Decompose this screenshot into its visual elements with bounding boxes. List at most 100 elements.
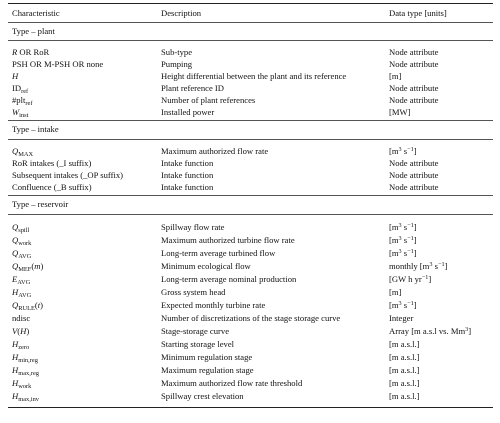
section-reservoir: Type – reservoir (12, 199, 69, 209)
type-cell: [GW h yr−1] (389, 274, 432, 284)
header-characteristic: Characteristic (12, 8, 60, 18)
table-row: QRULE(t) Expected monthly turbine rate [… (0, 299, 500, 312)
type-cell: [m3 s−1] (389, 146, 417, 156)
table-row: Hmax,inv Spillway crest elevation [m a.s… (0, 390, 500, 403)
table-row: RoR intakes (_I suffix) Intake function … (0, 157, 500, 169)
section-intake: Type – intake (12, 124, 59, 134)
type-cell: [m] (389, 71, 402, 81)
table-top-rule (8, 3, 493, 4)
desc-cell: Spillway crest elevation (161, 391, 244, 401)
table-row: Hmin,reg Minimum regulation stage [m a.s… (0, 351, 500, 364)
table-row: QMEF(m) Minimum ecological flow monthly … (0, 260, 500, 273)
desc-cell: Maximum authorized flow rate threshold (161, 378, 303, 388)
section-intake-rule (8, 139, 493, 140)
table-row: QMAX Maximum authorized flow rate [m3 s−… (0, 145, 500, 158)
desc-cell: Maximum authorized turbine flow rate (161, 235, 295, 245)
type-cell: Array [m a.s.l vs. Mm3] (389, 326, 472, 336)
plant-end-rule (8, 120, 493, 121)
desc-cell: Maximum authorized flow rate (161, 146, 269, 156)
type-cell: [m a.s.l.] (389, 378, 420, 388)
desc-cell: Number of plant references (161, 95, 256, 105)
header-rule (8, 22, 493, 23)
char-q-mef: QMEF(m) (12, 261, 44, 273)
type-cell: Node attribute (389, 158, 439, 168)
table-header: Characteristic Description Data type [un… (0, 7, 500, 19)
desc-cell: Height differential between the plant an… (161, 71, 347, 81)
table-row: IDref Plant reference ID Node attribute (0, 82, 500, 95)
type-cell: [m3 s−1] (389, 248, 417, 258)
desc-cell: Long-term average turbined flow (161, 248, 276, 258)
char-cell: RoR intakes (_I suffix) (12, 158, 92, 168)
table-row: Hmax,reg Maximum regulation stage [m a.s… (0, 364, 500, 377)
type-cell: [m3 s−1] (389, 235, 417, 245)
desc-cell: Number of discretizations of the stage s… (161, 313, 341, 323)
desc-cell: Minimum ecological flow (161, 261, 251, 271)
table-row: PSH OR M-PSH OR none Pumping Node attrib… (0, 58, 500, 70)
type-cell: Node attribute (389, 170, 439, 180)
table-row: HAVG Gross system head [m] (0, 286, 500, 299)
table-row: QAVG Long-term average turbined flow [m3… (0, 247, 500, 260)
table-row: V(H) Stage-storage curve Array [m a.s.l … (0, 325, 500, 337)
char-cell: ndisc (12, 313, 31, 323)
type-cell: Node attribute (389, 47, 439, 57)
desc-cell: Pumping (161, 59, 193, 69)
desc-cell: Sub-type (161, 47, 193, 57)
char-cell: Confluence (_B suffix) (12, 182, 92, 192)
type-cell: monthly [m3 s−1] (389, 261, 448, 271)
type-cell: Node attribute (389, 95, 439, 105)
desc-cell: Plant reference ID (161, 83, 224, 93)
char-q-avg: QAVG (12, 248, 32, 260)
type-array: Array [m a.s.l vs. Mm (389, 326, 466, 336)
type-monthly: monthly (389, 261, 418, 271)
desc-cell: Spillway flow rate (161, 222, 225, 232)
type-cell: [m] (389, 287, 402, 297)
char-q-spill: Qspill (12, 222, 30, 234)
header-datatype: Data type [units] (389, 8, 447, 18)
table-row: Subsequent intakes (_OP suffix) Intake f… (0, 169, 500, 181)
desc-cell: Stage-storage curve (161, 326, 230, 336)
desc-cell: Intake function (161, 182, 214, 192)
char-h-zero: Hzero (12, 339, 30, 351)
desc-cell: Expected monthly turbine rate (161, 300, 266, 310)
section-reservoir-rule (8, 214, 493, 215)
type-cell: [m a.s.l.] (389, 339, 420, 349)
table-row: Hwork Maximum authorized flow rate thres… (0, 377, 500, 390)
table-row: #pltref Number of plant references Node … (0, 94, 500, 107)
table-row: Qwork Maximum authorized turbine flow ra… (0, 234, 500, 247)
table-row: Qspill Spillway flow rate [m3 s−1] (0, 221, 500, 234)
desc-cell: Intake function (161, 170, 214, 180)
table-row: Confluence (_B suffix) Intake function N… (0, 181, 500, 193)
table-row: H Height differential between the plant … (0, 70, 500, 82)
char-q-rule: QRULE(t) (12, 300, 44, 312)
char-subtype: R OR RoR (12, 47, 50, 57)
table-bottom-rule (8, 407, 493, 408)
char-id-ref: IDref (12, 83, 29, 95)
type-cell: [m3 s−1] (389, 222, 417, 232)
char-cell: PSH OR M-PSH OR none (12, 59, 104, 69)
type-cell: Node attribute (389, 83, 439, 93)
type-cell: [m a.s.l.] (389, 365, 420, 375)
type-cell: [m a.s.l.] (389, 352, 420, 362)
type-cell: Node attribute (389, 182, 439, 192)
table-row: Hzero Starting storage level [m a.s.l.] (0, 338, 500, 351)
table-row: ndisc Number of discretizations of the s… (0, 312, 500, 324)
desc-cell: Long-term average nominal production (161, 274, 297, 284)
desc-cell: Starting storage level (161, 339, 235, 349)
char-plt-ref: #pltref (12, 95, 33, 107)
header-description: Description (161, 8, 202, 18)
section-plant-rule (8, 40, 493, 41)
desc-cell: Intake function (161, 158, 214, 168)
type-cell: [m3 s−1] (389, 300, 417, 310)
type-cell: Integer (389, 313, 414, 323)
char-h-avg: HAVG (12, 287, 32, 299)
char-q-work: Qwork (12, 235, 32, 247)
char-e-avg: EAVG (12, 274, 31, 286)
table-row: Winst Installed power [MW] (0, 106, 500, 119)
char-h-max-inv: Hmax,inv (12, 391, 39, 403)
type-cell: Node attribute (389, 59, 439, 69)
char-h-max-reg: Hmax,reg (12, 365, 39, 377)
type-cell: [MW] (389, 107, 411, 117)
desc-cell: Maximum regulation stage (161, 365, 254, 375)
char-h-work: Hwork (12, 378, 32, 390)
